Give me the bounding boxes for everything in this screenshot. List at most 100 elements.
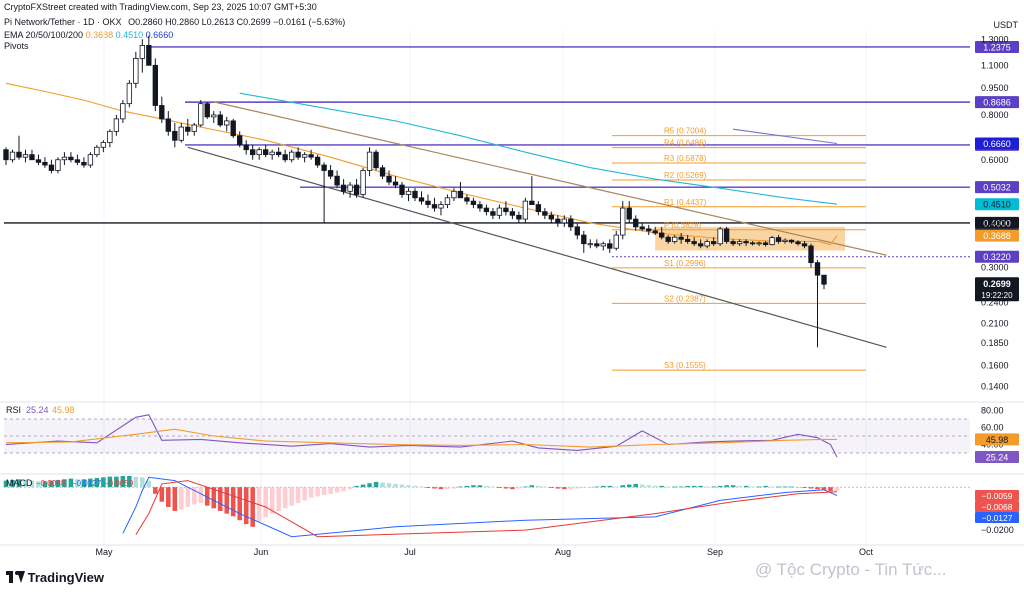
candle xyxy=(347,182,353,198)
candle-body xyxy=(9,151,16,161)
candle-body xyxy=(139,45,146,59)
pivots-label: Pivots xyxy=(4,41,29,51)
tradingview-logo: TradingView xyxy=(6,570,104,585)
candle-body xyxy=(392,181,399,186)
price-badge-label: 0.6660 xyxy=(983,139,1011,149)
candle-body xyxy=(81,161,87,166)
candle xyxy=(762,241,769,247)
macd-bar xyxy=(237,487,242,521)
macd-bar xyxy=(224,487,230,514)
macd-bar xyxy=(146,480,152,488)
candle-body xyxy=(431,204,438,209)
candle-body xyxy=(425,200,431,205)
candle xyxy=(152,58,158,112)
macd-bar xyxy=(367,483,372,488)
candle xyxy=(710,237,717,246)
macd-bar xyxy=(334,487,340,493)
macd-bar xyxy=(10,479,15,488)
candle-body xyxy=(717,228,723,245)
candle xyxy=(55,157,61,174)
candle xyxy=(35,154,42,166)
time-tick-label: Sep xyxy=(707,547,723,557)
candle xyxy=(801,241,808,249)
candle xyxy=(451,188,457,202)
candle xyxy=(600,241,606,251)
candle-body xyxy=(379,167,386,177)
candle-body xyxy=(672,236,678,242)
level-lines: 1.23750.86860.66000.50320.40000.32200.66… xyxy=(4,40,1019,263)
macd-bar xyxy=(133,476,139,488)
candle xyxy=(529,176,535,205)
countdown-label: 19:22:20 xyxy=(981,291,1013,300)
ema-legend[interactable]: EMA 20/50/100/200 0.3688 0.4510 0.6660 xyxy=(4,30,173,41)
brand-text: TradingView xyxy=(27,570,104,585)
candle-body xyxy=(29,154,35,161)
macd-bar xyxy=(795,487,801,488)
macd-bar xyxy=(523,486,528,488)
candle xyxy=(301,152,308,163)
macd-bar xyxy=(373,481,379,488)
rsi-ma-badge xyxy=(975,433,1019,446)
candle-body xyxy=(555,218,561,224)
candle-body xyxy=(282,154,288,161)
macd-bar xyxy=(172,487,178,511)
macd-bar xyxy=(776,486,781,488)
macd-bar xyxy=(276,487,281,511)
pivot-label: R2 (0.5269) xyxy=(664,171,707,180)
candle xyxy=(626,201,632,223)
macd-bar xyxy=(568,487,574,490)
pivot-label: R1 (0.4437) xyxy=(664,198,707,207)
last-price-label: 0.2699 xyxy=(983,279,1011,289)
macd-bar xyxy=(815,487,820,490)
macd-bar xyxy=(432,487,437,489)
candle-body xyxy=(22,154,29,158)
macd-bar xyxy=(575,487,580,489)
candle-body xyxy=(451,190,457,199)
candle xyxy=(730,239,736,246)
price-tick-label: 0.8000 xyxy=(981,110,1009,120)
candle-body xyxy=(691,241,697,245)
macd-bar xyxy=(756,486,762,488)
candle xyxy=(263,144,269,158)
macd-bar xyxy=(243,487,249,525)
candle xyxy=(607,239,613,253)
candle xyxy=(723,226,730,244)
candle-body xyxy=(165,118,171,132)
candle-body xyxy=(399,184,405,195)
candle-body xyxy=(275,151,282,156)
macd-bar xyxy=(289,487,294,506)
last-price-badge xyxy=(975,277,1019,302)
candle xyxy=(496,204,503,220)
rsi-tick-label: 80.00 xyxy=(981,406,1004,416)
macd-bar xyxy=(678,486,684,488)
macd-bar xyxy=(250,487,255,527)
level-badge-label: 0.8686 xyxy=(983,98,1011,108)
price-badge xyxy=(975,198,1019,211)
rsi-badge-label: 25.24 xyxy=(986,453,1009,463)
macd-bar xyxy=(36,481,41,488)
candle xyxy=(250,144,256,160)
pivots-legend[interactable]: Pivots xyxy=(4,41,29,52)
candle xyxy=(444,194,451,209)
macd-bar xyxy=(724,485,729,488)
candle xyxy=(749,241,756,246)
candle xyxy=(107,129,113,148)
macd-bar xyxy=(29,480,35,488)
macd-badge xyxy=(975,490,1019,501)
candle xyxy=(126,80,133,108)
publish-info: CryptoFXStreet created with TradingView.… xyxy=(4,2,317,13)
ema-label: EMA 20/50/100/200 xyxy=(4,30,84,40)
candle-body xyxy=(516,214,522,220)
candle-body xyxy=(120,103,126,120)
level-badge-label: 1.2375 xyxy=(983,42,1011,52)
candle xyxy=(139,39,146,73)
candle-body xyxy=(204,103,210,118)
candle-body xyxy=(607,243,613,249)
candle xyxy=(120,100,126,123)
candle-body xyxy=(113,118,120,132)
macd-bar xyxy=(406,485,411,488)
macd-bar xyxy=(81,479,87,488)
candle xyxy=(340,179,347,195)
candle-body xyxy=(198,103,204,126)
